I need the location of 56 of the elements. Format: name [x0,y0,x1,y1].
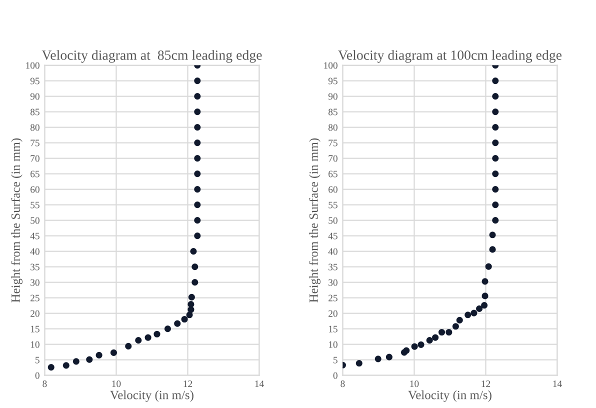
y-tick-label: 35 [30,264,40,270]
y-tick-label: 55 [328,202,338,208]
y-tick-label: 25 [328,294,338,302]
x-tick-label: 12 [184,380,192,387]
y-tick-label: 80 [30,124,40,131]
y-tick-label: 100 [26,62,40,69]
y-axis-title: Height from the Surface (in mm) [308,138,320,302]
x-tick-label: 8 [42,380,47,388]
y-tick-label: 5 [36,356,40,364]
y-tick-label: 40 [30,248,40,255]
y-tick-label: 80 [328,124,338,131]
y-tick-label: 25 [30,294,40,302]
x-tick-label: 10 [410,380,419,388]
y-tick-label: 20 [328,310,338,317]
x-axis-title: Velocity (in m/s) [110,390,194,402]
y-tick-label: 90 [328,93,338,100]
chart-title: Velocity diagram at 85cm leading edge [42,50,262,63]
y-tick-label: 60 [30,186,40,193]
y-tick-label: 40 [328,248,338,255]
y-tick-label: 30 [30,279,40,286]
x-tick-label: 10 [112,380,121,388]
y-tick-label: 50 [30,217,40,224]
y-tick-label: 0 [35,372,40,379]
y-tick-label: 35 [328,264,338,270]
y-tick-label: 95 [328,78,338,84]
y-tick-label: 60 [328,186,338,193]
y-tick-label: 10 [328,341,338,348]
chart-title: Velocity diagram at 100cm leading edge [338,50,562,63]
y-tick-label: 95 [30,78,40,84]
x-axis-title: Velocity (in m/s) [408,390,492,402]
y-tick-label: 50 [328,217,338,224]
y-tick-label: 5 [334,356,338,364]
y-tick-label: 70 [328,155,338,162]
x-tick-label: 8 [340,380,345,388]
y-tick-label: 30 [328,279,338,286]
y-tick-label: 20 [30,310,40,317]
y-axis-title: Height from the Surface (in mm) [10,138,22,302]
y-tick-label: 75 [328,140,338,146]
y-tick-label: 0 [333,372,338,379]
y-tick-label: 85 [30,108,40,116]
y-tick-label: 65 [30,170,40,178]
y-tick-label: 85 [328,108,338,116]
x-tick-label: 14 [255,380,264,387]
x-tick-label: 12 [482,380,490,387]
y-tick-label: 10 [30,341,40,348]
y-tick-label: 65 [328,170,338,178]
y-tick-label: 15 [30,326,40,332]
y-tick-label: 90 [30,93,40,100]
x-tick-label: 14 [553,380,562,387]
y-tick-label: 45 [30,232,40,240]
y-tick-label: 100 [324,62,338,69]
y-tick-label: 70 [30,155,40,162]
y-tick-label: 15 [328,326,338,332]
y-tick-label: 55 [30,202,40,208]
y-tick-label: 75 [30,140,40,146]
y-tick-label: 45 [328,232,338,240]
